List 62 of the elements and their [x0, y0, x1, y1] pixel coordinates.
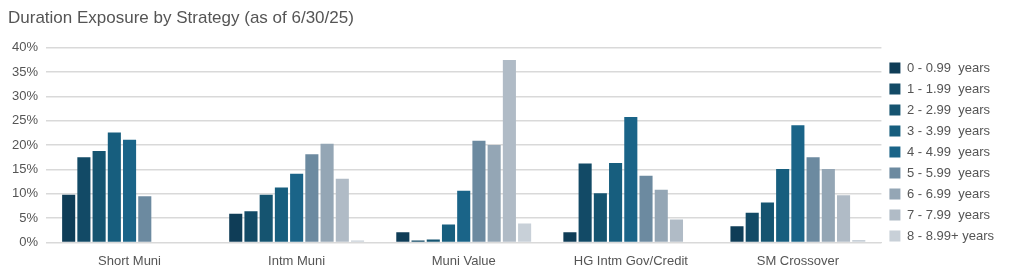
x-tick-label: SM Crossover: [756, 252, 840, 268]
bar: [396, 232, 410, 242]
bar: [654, 189, 668, 242]
bar: [578, 163, 592, 242]
y-tick-label: 10%: [11, 185, 39, 201]
bar: [502, 59, 516, 242]
y-tick-label: 5%: [19, 209, 39, 225]
bar: [837, 195, 851, 242]
x-tick-label: HG Intm Gov/Credit: [573, 252, 689, 268]
legend-label: 8 - 8.99+ years: [906, 227, 995, 243]
bar: [290, 173, 304, 242]
bar: [518, 223, 532, 242]
legend-label: 2 - 2.99 years: [906, 101, 991, 117]
legend-label: 6 - 6.99 years: [906, 185, 991, 201]
y-tick-label: 0%: [19, 233, 39, 249]
bar: [62, 194, 76, 242]
bar: [487, 145, 501, 242]
bar: [806, 157, 820, 242]
bar: [138, 196, 152, 242]
bar: [593, 193, 607, 242]
bar: [639, 175, 653, 242]
bar: [563, 232, 577, 242]
legend-label: 3 - 3.99 years: [906, 122, 991, 138]
bar: [776, 168, 790, 242]
bar: [457, 190, 471, 242]
bar: [426, 239, 440, 242]
bar: [821, 168, 835, 242]
bar: [305, 154, 319, 242]
y-tick-label: 25%: [11, 112, 39, 128]
bar: [745, 212, 759, 242]
legend-label: 4 - 4.99 years: [906, 143, 991, 159]
bar: [335, 178, 349, 242]
bar: [123, 139, 137, 242]
chart-title: Duration Exposure by Strategy (as of 6/30/25): [7, 7, 355, 29]
bar: [609, 163, 623, 242]
bar: [77, 157, 91, 242]
x-tick-label: Short Muni: [98, 252, 162, 268]
bar: [107, 132, 121, 242]
y-tick-label: 30%: [11, 88, 39, 104]
legend-label: 0 - 0.99 years: [906, 59, 991, 75]
legend-label: 5 - 5.99 years: [906, 164, 991, 180]
bar: [730, 226, 744, 242]
x-tick-label: Muni Value: [431, 252, 496, 268]
y-tick-label: 20%: [11, 136, 39, 152]
bar: [244, 211, 258, 242]
bar: [229, 213, 243, 242]
bar: [92, 150, 106, 242]
bar: [624, 116, 638, 242]
y-tick-label: 15%: [11, 161, 39, 176]
y-tick-label: 35%: [11, 63, 39, 79]
bar: [669, 219, 684, 242]
bar: [472, 140, 486, 242]
legend-label: 1 - 1.99 years: [906, 80, 991, 96]
bar: [274, 187, 288, 242]
bar: [259, 194, 273, 242]
y-tick-label: 40%: [11, 39, 39, 55]
bar: [791, 125, 805, 242]
bar: [760, 202, 774, 242]
bar: [441, 224, 456, 242]
bar: [320, 143, 334, 242]
x-tick-label: Intm Muni: [268, 252, 326, 268]
legend-label: 7 - 7.99 years: [906, 206, 991, 222]
